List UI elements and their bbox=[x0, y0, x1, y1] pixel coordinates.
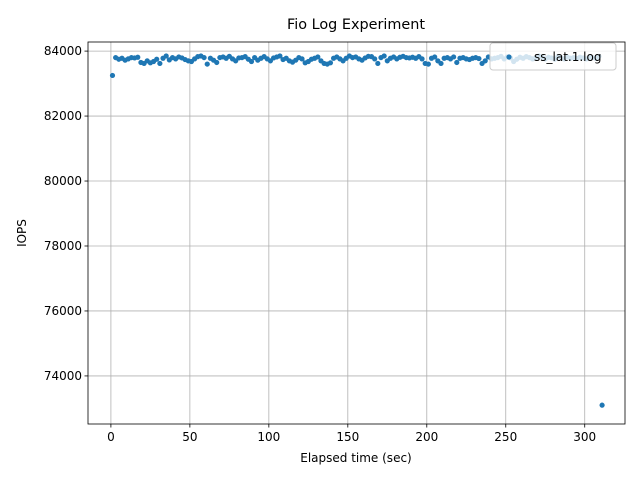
scatter-point bbox=[204, 61, 210, 67]
y-tick-label: 76000 bbox=[44, 304, 82, 318]
x-tick-label: 250 bbox=[494, 430, 517, 444]
scatter-point bbox=[372, 56, 378, 62]
scatter-point bbox=[476, 55, 482, 62]
y-tick-label: 74000 bbox=[44, 369, 82, 383]
x-axis-label: Elapsed time (sec) bbox=[300, 451, 411, 465]
scatter-point bbox=[154, 56, 160, 62]
scatter-point bbox=[277, 53, 283, 59]
scatter-point bbox=[432, 54, 438, 60]
scatter-point bbox=[248, 58, 255, 65]
x-tick-label: 150 bbox=[336, 430, 359, 444]
scatter-point bbox=[315, 54, 321, 60]
scatter-point bbox=[163, 53, 169, 59]
scatter-point bbox=[438, 60, 444, 67]
scatter-point bbox=[327, 60, 334, 66]
legend-marker bbox=[506, 54, 512, 60]
chart-title: Fio Log Experiment bbox=[287, 17, 425, 33]
y-tick-label: 84000 bbox=[44, 44, 82, 58]
y-tick-label: 80000 bbox=[44, 174, 82, 188]
scatter-point bbox=[214, 59, 220, 66]
legend-label: ss_lat.1.log bbox=[534, 50, 601, 64]
scatter-point bbox=[451, 54, 457, 60]
y-axis-label: IOPS bbox=[15, 219, 29, 247]
legend-box bbox=[489, 42, 617, 71]
x-tick-label: 100 bbox=[257, 430, 280, 444]
x-tick-label: 50 bbox=[182, 430, 197, 444]
scatter-point bbox=[201, 54, 207, 61]
y-tick-label: 78000 bbox=[44, 239, 82, 253]
x-tick-label: 0 bbox=[107, 430, 115, 444]
scatter-point bbox=[375, 60, 381, 67]
scatter-point bbox=[599, 402, 605, 408]
scatter-point bbox=[157, 60, 163, 67]
scatter-point bbox=[482, 58, 488, 64]
scatter-point bbox=[299, 56, 305, 62]
scatter-point bbox=[425, 61, 431, 67]
scatter-point bbox=[454, 59, 460, 66]
scatter-point bbox=[109, 72, 116, 79]
scatter-point bbox=[135, 54, 141, 60]
x-tick-label: 300 bbox=[573, 430, 596, 444]
scatter-point bbox=[381, 53, 387, 59]
x-tick-label: 200 bbox=[415, 430, 438, 444]
y-tick-label: 82000 bbox=[44, 109, 82, 123]
plot-frame bbox=[87, 41, 626, 425]
scatter-point bbox=[419, 56, 425, 62]
